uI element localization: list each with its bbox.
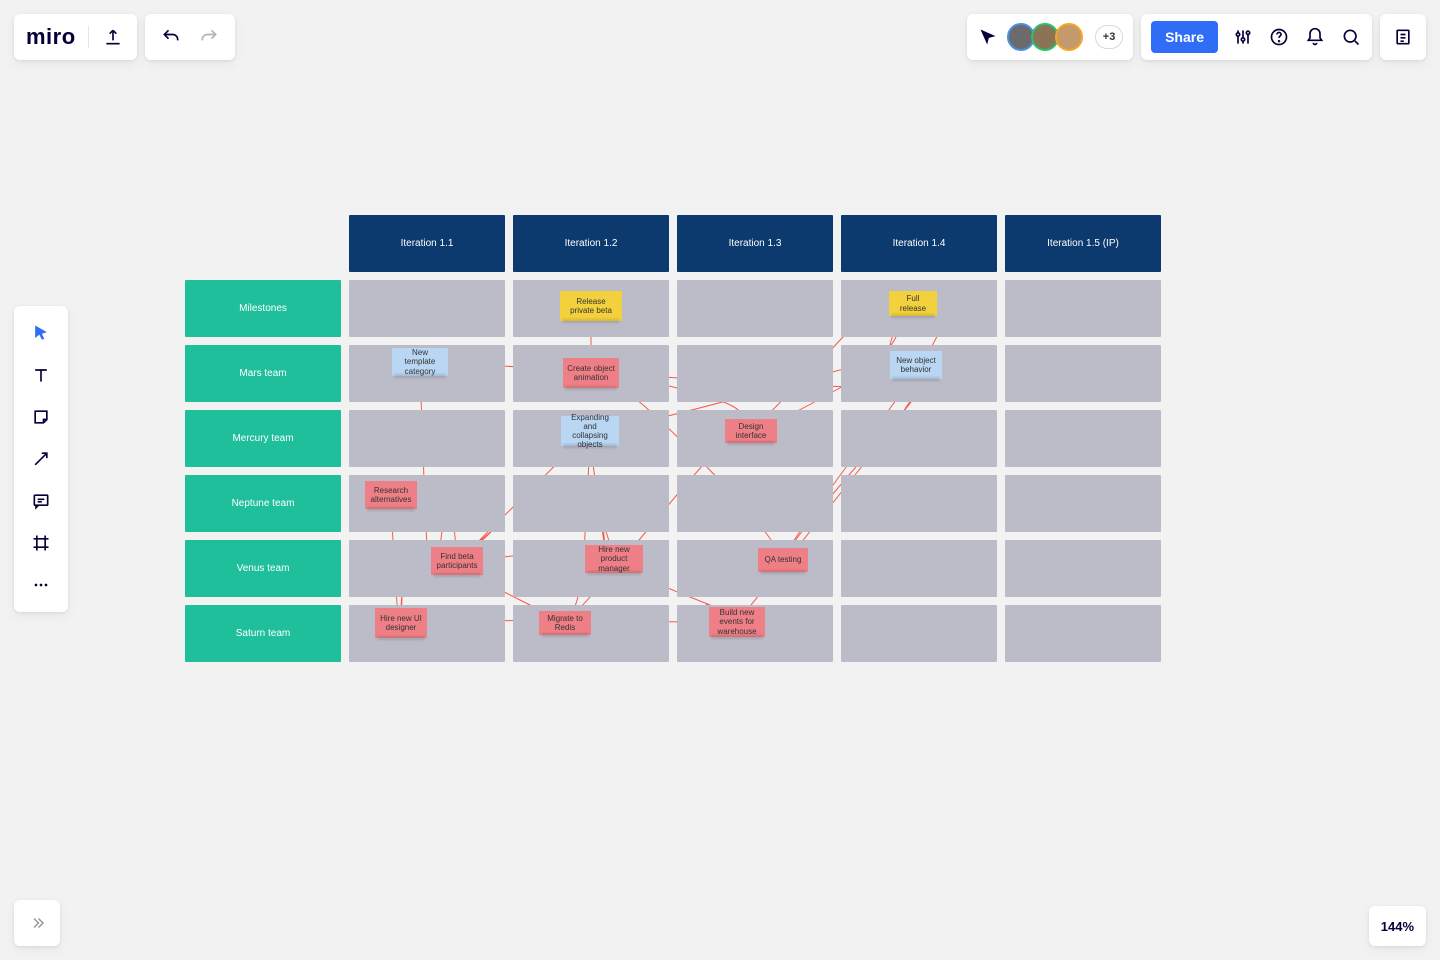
column-header[interactable]: Iteration 1.5 (IP) <box>1005 215 1161 272</box>
grid-cell[interactable] <box>841 540 997 597</box>
expand-panel-button[interactable] <box>14 900 60 946</box>
notes-icon <box>1392 26 1414 48</box>
row-header[interactable]: Milestones <box>185 280 341 337</box>
divider <box>88 26 89 48</box>
sticky-note[interactable]: Hire new UI designer <box>375 608 427 638</box>
search-icon[interactable] <box>1340 26 1362 48</box>
grid-cell[interactable] <box>1005 540 1161 597</box>
frame-tool[interactable] <box>22 524 60 562</box>
zoom-label: 144% <box>1381 919 1414 934</box>
redo-icon[interactable] <box>197 25 221 49</box>
grid-cell[interactable] <box>513 475 669 532</box>
logo-panel: miro <box>14 14 137 60</box>
sticky-note[interactable]: Design interface <box>725 419 777 443</box>
notes-panel[interactable] <box>1380 14 1426 60</box>
settings-icon[interactable] <box>1232 26 1254 48</box>
avatar[interactable] <box>1055 23 1083 51</box>
sticky-note[interactable]: Migrate to Redis <box>539 611 591 635</box>
zoom-level[interactable]: 144% <box>1369 906 1426 946</box>
grid-cell[interactable] <box>841 475 997 532</box>
select-tool[interactable] <box>22 314 60 352</box>
row-header[interactable]: Saturn team <box>185 605 341 662</box>
sticky-note[interactable]: Build new events for warehouse <box>709 607 765 637</box>
presentation-cursor-icon[interactable] <box>977 26 999 48</box>
row-header[interactable]: Mars team <box>185 345 341 402</box>
help-icon[interactable] <box>1268 26 1290 48</box>
grid-cell[interactable] <box>1005 345 1161 402</box>
grid-cell[interactable] <box>1005 605 1161 662</box>
more-tools[interactable] <box>22 566 60 604</box>
sticky-note[interactable]: Release private beta <box>560 291 622 321</box>
row-header[interactable]: Neptune team <box>185 475 341 532</box>
grid-cell[interactable] <box>677 280 833 337</box>
column-header[interactable]: Iteration 1.3 <box>677 215 833 272</box>
tools-toolbar <box>14 306 68 612</box>
sticky-note[interactable]: QA testing <box>758 548 808 572</box>
grid-cell[interactable] <box>841 605 997 662</box>
column-header[interactable]: Iteration 1.1 <box>349 215 505 272</box>
avatar-overflow-count[interactable]: +3 <box>1095 25 1123 49</box>
row-header[interactable]: Venus team <box>185 540 341 597</box>
grid-cell[interactable] <box>349 280 505 337</box>
sticky-note[interactable]: Hire new product manager <box>585 545 643 573</box>
column-header[interactable]: Iteration 1.2 <box>513 215 669 272</box>
share-panel: Share <box>1141 14 1372 60</box>
notifications-icon[interactable] <box>1304 26 1326 48</box>
undo-icon[interactable] <box>159 25 183 49</box>
column-header[interactable]: Iteration 1.4 <box>841 215 997 272</box>
arrow-tool[interactable] <box>22 440 60 478</box>
collaborators-panel: +3 <box>967 14 1133 60</box>
sticky-note[interactable]: New object behavior <box>890 351 942 379</box>
grid-cell[interactable] <box>1005 475 1161 532</box>
sticky-note[interactable]: Full release <box>889 291 937 316</box>
sticky-note[interactable]: Research alternatives <box>365 481 417 509</box>
share-button[interactable]: Share <box>1151 21 1218 53</box>
row-header[interactable]: Mercury team <box>185 410 341 467</box>
grid-cell[interactable] <box>349 410 505 467</box>
sticky-tool[interactable] <box>22 398 60 436</box>
sticky-note[interactable]: Create object animation <box>563 358 619 388</box>
grid-cell[interactable] <box>841 410 997 467</box>
grid-cell[interactable] <box>349 605 505 662</box>
sticky-note[interactable]: Find beta participants <box>431 547 483 575</box>
grid-cell[interactable] <box>513 605 669 662</box>
undo-redo-panel <box>145 14 235 60</box>
avatar-stack[interactable] <box>1007 23 1083 51</box>
sticky-note[interactable]: New template category <box>392 348 448 376</box>
text-tool[interactable] <box>22 356 60 394</box>
grid-cell[interactable] <box>1005 410 1161 467</box>
sticky-note[interactable]: Expanding and collapsing objects <box>561 416 619 446</box>
grid-cell[interactable] <box>677 540 833 597</box>
comment-tool[interactable] <box>22 482 60 520</box>
export-icon[interactable] <box>101 25 125 49</box>
grid-cell[interactable] <box>1005 280 1161 337</box>
grid-cell[interactable] <box>677 475 833 532</box>
app-logo[interactable]: miro <box>26 24 76 50</box>
grid-cell[interactable] <box>677 345 833 402</box>
